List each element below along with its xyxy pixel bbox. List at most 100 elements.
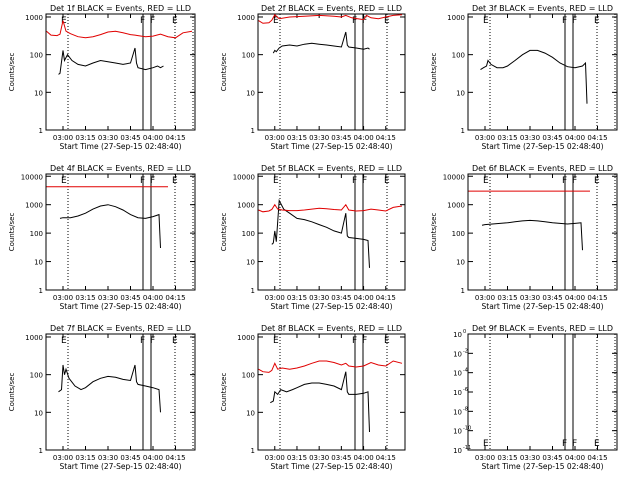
x-tick-label: 03:00: [475, 454, 495, 462]
marker-e: E: [483, 16, 489, 26]
y-tick-label: 10: [456, 259, 465, 267]
marker-e: E: [384, 16, 390, 26]
y-tick-exponent: -10: [463, 426, 471, 432]
x-tick-label: 04:00: [565, 294, 585, 302]
y-tick-label: 1: [251, 127, 255, 135]
x-tick-label: 04:00: [565, 454, 585, 462]
panel-det-2f: Det 2f BLACK = Events, RED = LLD Counts/s…: [220, 4, 406, 151]
y-tick-exponent: -11: [463, 445, 471, 451]
marker-e: E: [172, 16, 178, 26]
events-series-line: [58, 364, 161, 413]
x-axis-label: Start Time (27-Sep-15 02:48:40): [271, 302, 393, 311]
y-tick-label: 10: [246, 409, 255, 417]
panel-det-7f: Det 7f BLACK = Events, RED = LLD Counts/s…: [8, 324, 196, 471]
y-tick-label: 10: [34, 409, 43, 417]
y-axis-label: Counts/sec: [8, 213, 16, 252]
y-tick-exponent: -6: [463, 387, 468, 393]
x-tick-label: 03:30: [98, 454, 118, 462]
x-tick-label: 03:45: [120, 454, 140, 462]
events-series-line: [58, 47, 164, 75]
marker-f: F: [362, 336, 367, 346]
panel-title: Det 8f BLACK = Events, RED = LLD: [261, 324, 402, 333]
marker-f: F: [352, 16, 357, 26]
events-series-line: [59, 204, 161, 249]
x-tick-label: 03:15: [497, 454, 517, 462]
x-tick-label: 03:00: [265, 454, 285, 462]
x-tick-label: 03:30: [309, 294, 329, 302]
plot-frame: [467, 173, 618, 291]
x-tick-label: 03:15: [287, 134, 307, 142]
panel-title: Det 2f BLACK = Events, RED = LLD: [261, 4, 402, 13]
x-tick-label: 03:00: [265, 294, 285, 302]
marker-f: F: [140, 176, 145, 186]
y-tick-label: 10: [34, 259, 43, 267]
y-axis-label: Counts/sec: [430, 53, 438, 92]
y-axis-label: Counts/sec: [8, 373, 16, 412]
y-axis-label: Counts/sec: [430, 213, 438, 252]
y-tick-label: 10000: [443, 173, 465, 181]
marker-f: F: [572, 439, 577, 449]
x-tick-label: 03:00: [53, 134, 73, 142]
lld-series-line: [258, 14, 403, 24]
y-tick-label: 10: [453, 370, 462, 378]
x-tick-label: 04:00: [143, 134, 163, 142]
y-tick-label: 10: [34, 89, 43, 97]
marker-e: E: [61, 336, 67, 346]
marker-f: F: [352, 336, 357, 346]
y-tick-exponent: 0: [463, 329, 466, 335]
marker-e: E: [483, 176, 489, 186]
x-tick-label: 03:00: [53, 294, 73, 302]
y-tick-label: 1: [39, 447, 43, 455]
y-tick-label: 1000: [447, 14, 465, 22]
x-tick-label: 04:15: [165, 294, 185, 302]
x-axis-label: Start Time (27-Sep-15 02:48:40): [60, 302, 182, 311]
x-tick-label: 03:30: [520, 294, 540, 302]
marker-f: F: [150, 176, 155, 186]
x-tick-label: 03:45: [331, 134, 351, 142]
panel-title: Det 3f BLACK = Events, RED = LLD: [472, 4, 613, 13]
marker-f: F: [140, 16, 145, 26]
marker-f: F: [572, 16, 577, 26]
y-tick-label: 1000: [237, 202, 255, 210]
y-tick-label: 1: [461, 287, 465, 295]
y-tick-label: 10000: [21, 173, 43, 181]
marker-e: E: [273, 16, 279, 26]
events-series-line: [272, 31, 370, 54]
events-series-line: [271, 198, 370, 268]
x-axis-label: Start Time (27-Sep-15 02:48:40): [271, 142, 393, 151]
y-tick-label: 100: [452, 230, 465, 238]
x-tick-label: 03:45: [120, 134, 140, 142]
events-series-line: [481, 219, 583, 251]
panel-title: Det 7f BLACK = Events, RED = LLD: [50, 324, 191, 333]
y-axis-label: Counts/sec: [8, 53, 16, 92]
y-tick-label: 100: [30, 52, 43, 60]
marker-f: F: [150, 336, 155, 346]
y-tick-label: 1000: [237, 334, 255, 342]
y-tick-exponent: -4: [463, 368, 468, 374]
x-tick-label: 03:15: [75, 134, 95, 142]
x-tick-label: 04:00: [143, 294, 163, 302]
marker-e: E: [61, 16, 67, 26]
y-tick-label: 100: [242, 372, 255, 380]
lld-series-line: [258, 203, 403, 213]
x-tick-label: 03:30: [309, 134, 329, 142]
marker-e: E: [172, 176, 178, 186]
marker-f: F: [572, 176, 577, 186]
x-tick-label: 04:00: [565, 134, 585, 142]
events-series-line: [480, 49, 588, 104]
y-tick-label: 1000: [237, 14, 255, 22]
y-tick-label: 10000: [233, 173, 255, 181]
x-tick-label: 04:15: [376, 294, 396, 302]
marker-e: E: [384, 176, 390, 186]
y-tick-label: 1000: [25, 334, 43, 342]
y-tick-exponent: -2: [463, 348, 468, 354]
panel-title: Det 5f BLACK = Events, RED = LLD: [261, 164, 402, 173]
x-tick-label: 03:15: [287, 454, 307, 462]
x-axis-label: Start Time (27-Sep-15 02:48:40): [482, 462, 604, 471]
panel-det-8f: Det 8f BLACK = Events, RED = LLD Counts/s…: [220, 324, 406, 471]
y-tick-label: 10: [453, 408, 462, 416]
x-axis-label: Start Time (27-Sep-15 02:48:40): [271, 462, 393, 471]
panel-det-5f: Det 5f BLACK = Events, RED = LLD Counts/s…: [220, 164, 406, 311]
x-tick-label: 03:15: [497, 294, 517, 302]
